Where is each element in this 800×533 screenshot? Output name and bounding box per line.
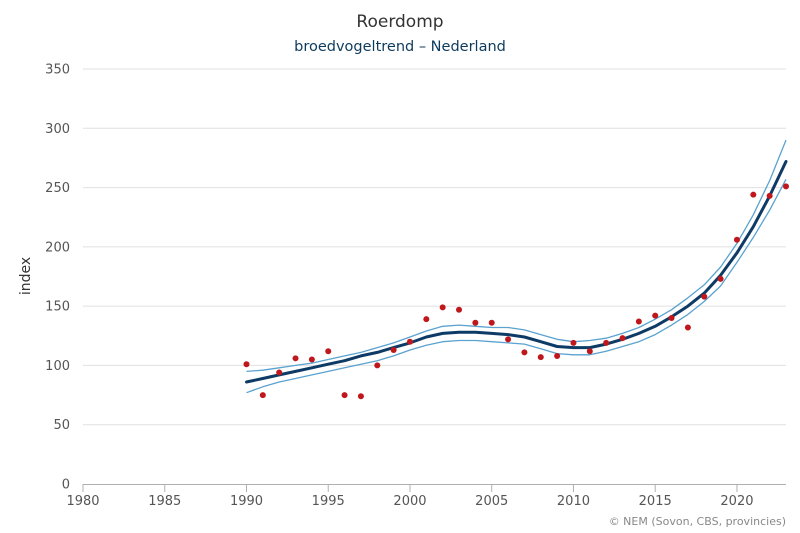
observed-point-2014 xyxy=(635,318,642,325)
observed-point-2022 xyxy=(766,192,773,199)
y-axis-ticks: 0 50 100 150 200 250 300 350 xyxy=(45,63,70,493)
observed-point-1990 xyxy=(243,361,250,368)
x-tick-label-2005: 2005 xyxy=(475,494,508,509)
x-tick-label-1995: 1995 xyxy=(312,494,345,509)
observed-point-2020 xyxy=(733,236,740,243)
x-tick-label-2000: 2000 xyxy=(393,494,426,509)
chart-title: Roerdomp xyxy=(356,12,443,32)
y-tick-label-100: 100 xyxy=(45,359,70,374)
y-axis-label: index xyxy=(18,257,34,295)
observed-point-2015 xyxy=(652,312,659,319)
observed-point-1997 xyxy=(357,393,364,400)
series-layer xyxy=(245,139,788,394)
observed-point-2001 xyxy=(423,316,430,323)
x-tick-label-2010: 2010 xyxy=(557,494,590,509)
x-tick-label-1985: 1985 xyxy=(148,494,181,509)
observed-point-2017 xyxy=(684,324,691,331)
observed-point-2000 xyxy=(406,338,413,345)
observed-point-2019 xyxy=(717,275,724,282)
y-tick-label-350: 350 xyxy=(45,63,70,78)
observed-point-2016 xyxy=(668,315,675,321)
y-tick-label-250: 250 xyxy=(45,181,70,196)
gridlines xyxy=(83,68,786,426)
observed-point-2023 xyxy=(783,183,789,190)
x-tick-label-1980: 1980 xyxy=(66,494,99,509)
observed-point-2012 xyxy=(603,339,610,346)
observed-point-2002 xyxy=(439,304,446,311)
observed-point-2021 xyxy=(750,191,757,198)
observed-point-1991 xyxy=(259,392,266,399)
observed-point-1999 xyxy=(390,347,397,354)
observed-point-2009 xyxy=(554,352,561,359)
observed-point-1998 xyxy=(374,362,381,369)
observed-point-2018 xyxy=(701,293,708,300)
lower-bound-line xyxy=(246,178,787,394)
y-tick-label-150: 150 xyxy=(45,300,70,315)
observed-point-1993 xyxy=(292,355,299,362)
credit-text: © NEM (Sovon, CBS, provincies) xyxy=(609,515,786,528)
observed-point-1996 xyxy=(341,392,348,399)
observed-point-2011 xyxy=(586,348,593,355)
observed-point-2007 xyxy=(521,349,528,356)
y-tick-label-0: 0 xyxy=(62,478,70,493)
observed-point-2010 xyxy=(570,339,577,346)
observed-point-2005 xyxy=(488,319,495,326)
observed-point-2013 xyxy=(619,335,626,342)
y-tick-label-50: 50 xyxy=(53,418,70,433)
x-tick-label-2015: 2015 xyxy=(639,494,672,509)
observed-point-1994 xyxy=(308,356,315,363)
observed-points xyxy=(243,183,789,400)
x-tick-label-1990: 1990 xyxy=(230,494,263,509)
chart-subtitle: broedvogeltrend – Nederland xyxy=(294,39,506,55)
observed-point-1995 xyxy=(325,348,332,355)
observed-point-2006 xyxy=(505,336,512,343)
upper-bound-line xyxy=(246,139,787,373)
trend-line xyxy=(245,160,788,384)
observed-point-1992 xyxy=(276,369,283,376)
observed-point-2003 xyxy=(456,306,463,313)
y-tick-label-300: 300 xyxy=(45,122,70,137)
y-tick-label-200: 200 xyxy=(45,240,70,255)
observed-point-2004 xyxy=(472,319,479,326)
x-axis: 1980 1985 1990 1995 2000 2005 2010 2015 2020 xyxy=(66,484,786,509)
observed-point-2008 xyxy=(537,354,544,361)
x-tick-label-2020: 2020 xyxy=(720,494,753,509)
